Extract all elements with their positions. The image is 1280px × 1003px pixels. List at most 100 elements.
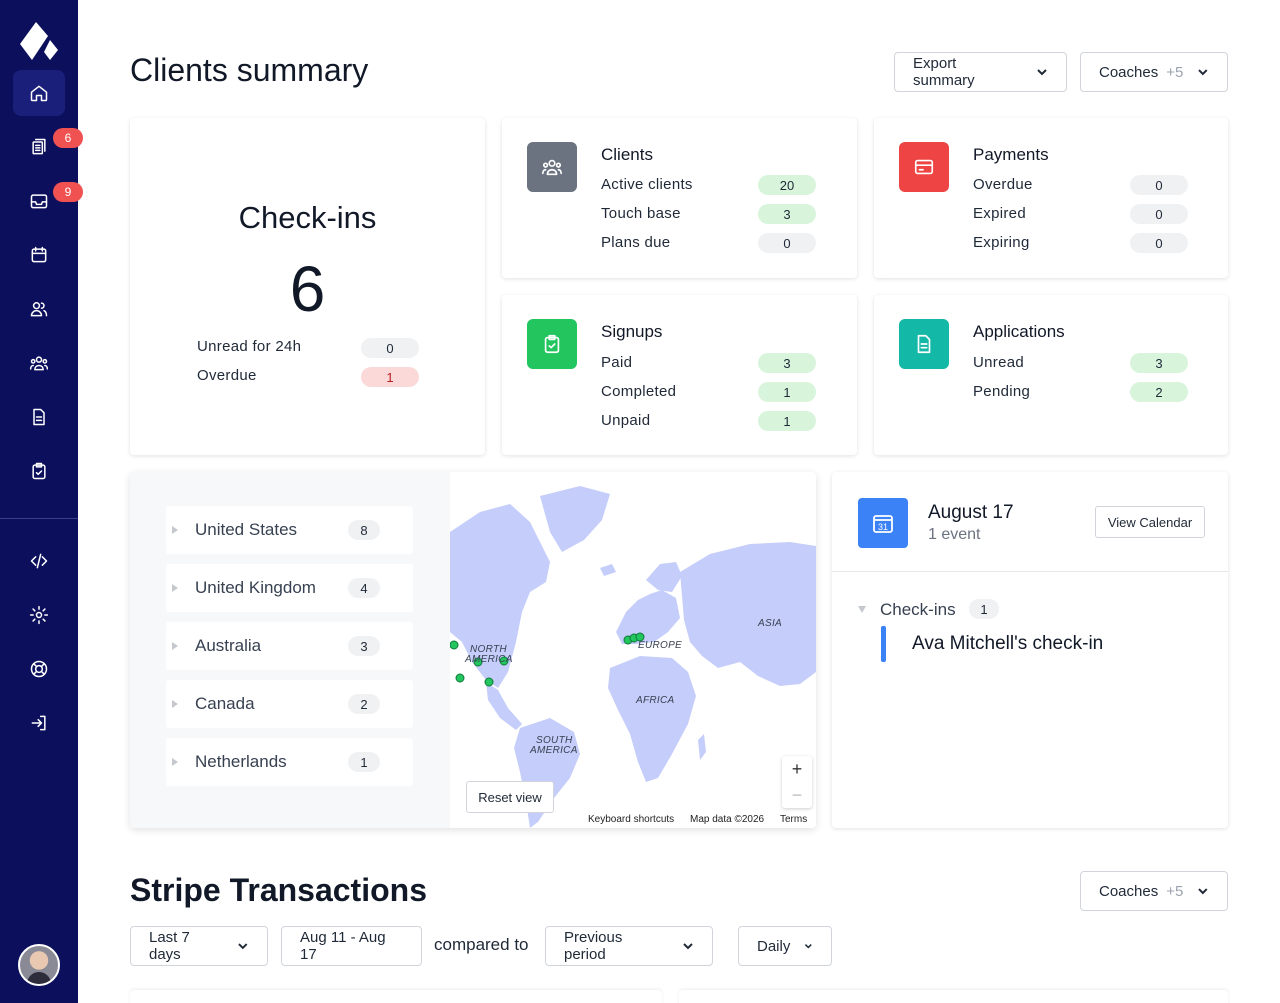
- event-color-bar: [881, 626, 886, 662]
- signups-paid-value: 3: [758, 353, 816, 373]
- checkins-card[interactable]: Check-ins 6 Unread for 24h 0 Overdue 1: [130, 118, 485, 455]
- nav-files[interactable]: [13, 394, 65, 440]
- country-row-netherlands[interactable]: Netherlands 1: [166, 738, 413, 786]
- zoom-in-button[interactable]: +: [791, 758, 803, 779]
- page-title: Clients summary: [130, 52, 369, 88]
- collapse-triangle-icon[interactable]: [858, 606, 866, 613]
- applications-pending-label: Pending: [973, 383, 1031, 400]
- date-picker-button[interactable]: Aug 11 - Aug 17: [281, 926, 422, 966]
- applications-unread-value: 3: [1130, 353, 1188, 373]
- payments-card[interactable]: Payments Overdue 0 Expired 0 Expiring 0: [874, 118, 1228, 278]
- nav-calendar[interactable]: [13, 232, 65, 278]
- clipboard-check-icon: [544, 334, 560, 354]
- europe-shape: [616, 590, 680, 644]
- nav-inbox[interactable]: 9: [13, 178, 83, 224]
- zoom-out-button[interactable]: −: [791, 784, 803, 805]
- date-range-dropdown[interactable]: Last 7 days: [130, 926, 268, 966]
- interval-label: Daily: [757, 937, 791, 955]
- user-avatar[interactable]: [18, 944, 60, 986]
- file-icon: [33, 408, 45, 426]
- country-name: United Kingdom: [195, 578, 316, 597]
- calendar-event-item[interactable]: Ava Mitchell's check-in: [912, 633, 1104, 654]
- signups-title: Signups: [601, 322, 663, 341]
- expand-triangle-icon: [172, 526, 178, 534]
- stripe-section-title: Stripe Transactions: [130, 872, 427, 908]
- country-count: 2: [348, 694, 380, 714]
- group-icon: [29, 356, 49, 371]
- central-america-shape: [486, 682, 522, 730]
- keyboard-shortcuts-link[interactable]: Keyboard shortcuts: [588, 814, 675, 825]
- inbox-icon: [30, 194, 48, 209]
- nav-documents[interactable]: 6: [13, 124, 83, 170]
- map-terms-link[interactable]: Terms: [780, 814, 808, 825]
- calendar-date-tile: 31: [858, 498, 908, 548]
- group-icon: [542, 159, 562, 176]
- payments-expiring-value: 0: [1130, 233, 1188, 253]
- nav-users[interactable]: [13, 286, 65, 332]
- country-row-canada[interactable]: Canada 2: [166, 680, 413, 728]
- home-icon: [30, 85, 48, 102]
- country-row-australia[interactable]: Australia 3: [166, 622, 413, 670]
- sidebar-divider: [0, 518, 78, 519]
- credit-card-icon: [914, 159, 934, 175]
- payments-expiring-label: Expiring: [973, 234, 1030, 251]
- compare-period-dropdown[interactable]: Previous period: [545, 926, 713, 966]
- country-row-united-states[interactable]: United States 8: [166, 506, 413, 554]
- stripe-coaches-dropdown[interactable]: Coaches +5: [1080, 871, 1228, 911]
- nav-home[interactable]: [13, 70, 65, 116]
- logout-icon: [31, 715, 46, 731]
- chevron-down-icon: [683, 943, 693, 950]
- payments-title: Payments: [973, 145, 1049, 164]
- reset-view-button[interactable]: Reset view: [466, 781, 554, 813]
- applications-unread-label: Unread: [973, 354, 1024, 371]
- scandinavia-shape: [646, 562, 682, 592]
- inbox-badge: 9: [53, 182, 83, 202]
- map-label-south-america-1: SOUTH: [536, 735, 573, 746]
- chevron-down-icon: [1037, 69, 1047, 76]
- calendar-date: August 17: [928, 502, 1014, 523]
- checkins-overdue-value: 1: [361, 367, 419, 387]
- nav-groups[interactable]: [13, 340, 65, 386]
- clients-active-label: Active clients: [601, 176, 693, 193]
- chevron-down-icon: [1198, 888, 1208, 895]
- nav-settings[interactable]: [13, 592, 65, 638]
- signups-unpaid-label: Unpaid: [601, 412, 651, 429]
- interval-dropdown[interactable]: Daily: [738, 926, 832, 966]
- clients-touch-label: Touch base: [601, 205, 681, 222]
- country-count: 8: [348, 520, 380, 540]
- support-icon: [30, 660, 48, 678]
- japan-shape: [800, 594, 810, 620]
- checkins-overdue-label: Overdue: [197, 367, 257, 384]
- users-icon: [30, 302, 48, 317]
- nav-developer[interactable]: [13, 538, 65, 584]
- calendar-icon: 31: [873, 515, 893, 533]
- map-marker: [635, 632, 645, 642]
- clients-card[interactable]: Clients Active clients 20 Touch base 3 P…: [502, 118, 857, 278]
- country-list: United States 8 United Kingdom 4 Austral…: [130, 472, 450, 828]
- calendar-icon: [31, 246, 47, 263]
- clients-plans-value: 0: [758, 233, 816, 253]
- country-count: 3: [348, 636, 380, 656]
- nav-checklists[interactable]: [13, 448, 65, 494]
- view-calendar-button[interactable]: View Calendar: [1095, 506, 1205, 538]
- export-summary-dropdown[interactable]: Export summary: [894, 52, 1067, 92]
- expand-triangle-icon: [172, 584, 178, 592]
- coaches-extra: +5: [1166, 63, 1184, 81]
- calendar-event-count: 1 event: [928, 526, 981, 543]
- nav-support[interactable]: [13, 646, 65, 692]
- stripe-card-right: [679, 990, 1228, 1003]
- coaches-filter-dropdown[interactable]: Coaches +5: [1080, 52, 1228, 92]
- map-marker: [484, 677, 494, 687]
- map-label-north-america-1: NORTH: [470, 644, 507, 655]
- signups-completed-label: Completed: [601, 383, 677, 400]
- world-map[interactable]: NORTH AMERICA EUROPE ASIA AFRICA SOUTH A…: [450, 472, 816, 828]
- nav-logout[interactable]: [13, 700, 65, 746]
- country-row-united-kingdom[interactable]: United Kingdom 4: [166, 564, 413, 612]
- signups-card[interactable]: Signups Paid 3 Completed 1 Unpaid 1: [502, 295, 857, 455]
- clients-plans-label: Plans due: [601, 234, 671, 251]
- applications-card[interactable]: Applications Unread 3 Pending 2: [874, 295, 1228, 455]
- asia-shape: [680, 542, 816, 686]
- calendar-group-checkins[interactable]: Check-ins: [880, 600, 956, 619]
- stripe-card-left: [130, 990, 662, 1003]
- app-logo-icon[interactable]: [18, 20, 60, 62]
